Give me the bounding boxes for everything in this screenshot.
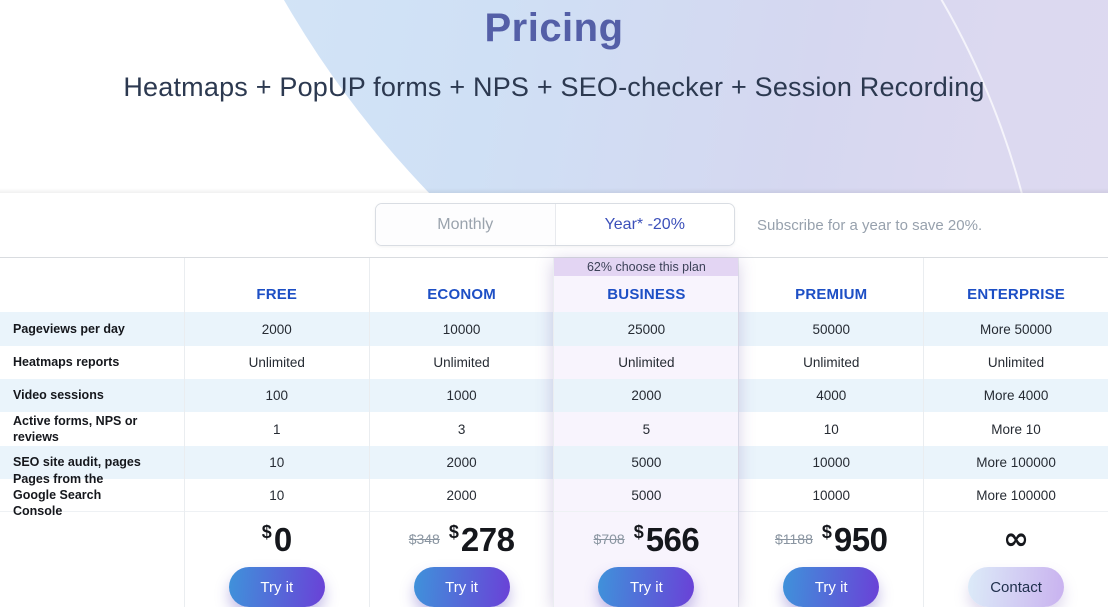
- toggle-option-yearly[interactable]: Year* -20%: [555, 204, 734, 245]
- billing-toggle: Monthly Year* -20%: [375, 203, 735, 246]
- plan-value-cell: Unlimited: [433, 355, 490, 370]
- plan-value-cell: More 4000: [924, 379, 1108, 412]
- cta-cell: Try it: [370, 566, 554, 607]
- plan-value-cell: 2000: [184, 312, 369, 346]
- plan-header: ECONOM: [370, 258, 554, 312]
- try-it-button[interactable]: Try it: [598, 567, 695, 607]
- plan-name: ECONOM: [427, 285, 496, 303]
- plan-value-cell: 3: [457, 421, 466, 437]
- plan-value-cell: More 100000: [924, 446, 1108, 479]
- plan-name: BUSINESS: [607, 285, 686, 303]
- plan-value-cell: 2000: [554, 379, 739, 412]
- plan-value-cell: More 50000: [924, 312, 1108, 346]
- old-price: $1188: [774, 531, 813, 547]
- price-amount: 0: [273, 520, 292, 558]
- cta-row-spacer: [0, 566, 184, 607]
- plan-name: ENTERPRISE: [967, 285, 1065, 303]
- feature-label: Video sessions: [0, 379, 184, 412]
- old-price: $708: [593, 531, 625, 547]
- plan-header: ENTERPRISE: [924, 258, 1108, 312]
- plan-value-cell: Unlimited: [987, 355, 1045, 370]
- feature-label: Pages from the Google Search Console: [0, 472, 184, 518]
- plan-value-cell: 5000: [554, 446, 739, 479]
- toggle-option-monthly[interactable]: Monthly: [376, 204, 556, 245]
- plan-value-cell: Unlimited: [618, 355, 675, 370]
- page-title: Pricing: [484, 6, 624, 50]
- plan-value-cell: 2000: [369, 446, 554, 479]
- price-cell: $1188 $ 950: [739, 512, 923, 566]
- price-cell: ∞: [924, 512, 1108, 566]
- price-amount: 566: [645, 520, 700, 558]
- price-row-spacer: [0, 512, 184, 566]
- page-subtitle: Heatmaps + PopUP forms + NPS + SEO-check…: [123, 72, 985, 102]
- plan-value-cell: 10: [184, 479, 369, 512]
- plan-name: FREE: [256, 285, 298, 303]
- plan-value-cell: 5: [642, 421, 651, 437]
- plan-value-cell: More 100000: [924, 479, 1108, 512]
- plan-value-cell: 5000: [554, 479, 739, 512]
- currency-sign: $: [261, 521, 272, 542]
- plan-header: FREE: [185, 258, 369, 312]
- price-amount: 950: [833, 520, 888, 558]
- plan-column-econom: ECONOM 10000 Unlimited 1000 3 2000 2000 …: [368, 258, 554, 607]
- features-header-spacer: [0, 258, 184, 312]
- pricing-table: Pageviews per day Heatmaps reports Video…: [0, 257, 1108, 607]
- contact-button[interactable]: Contact: [968, 567, 1065, 607]
- plan-value-cell: 1000: [369, 379, 554, 412]
- currency-sign: $: [821, 521, 832, 542]
- plan-value-cell: 25000: [554, 312, 739, 346]
- price-amount: 278: [460, 520, 515, 558]
- feature-label: Heatmaps reports: [13, 355, 120, 370]
- plan-column-enterprise: ENTERPRISE More 50000 Unlimited More 400…: [923, 258, 1108, 607]
- plan-value-cell: Unlimited: [248, 355, 305, 370]
- currency-sign: $: [633, 521, 644, 542]
- cta-cell: Contact: [924, 566, 1108, 607]
- plan-value-cell: More 10: [991, 421, 1041, 437]
- hero-section: Pricing Heatmaps + PopUP forms + NPS + S…: [0, 0, 1108, 193]
- features-column: Pageviews per day Heatmaps reports Video…: [0, 258, 184, 607]
- plan-value-cell: 10000: [739, 446, 924, 479]
- try-it-button[interactable]: Try it: [228, 567, 325, 607]
- plan-value-cell: 4000: [739, 379, 924, 412]
- plan-column-free: FREE 2000 Unlimited 100 1 10 10 $ 0 Try …: [183, 258, 369, 607]
- plan-value-cell: 50000: [739, 312, 924, 346]
- old-price: $348: [408, 531, 440, 547]
- plan-value-cell: 10000: [739, 479, 924, 512]
- toggle-caption: Subscribe for a year to save 20%.: [757, 216, 983, 234]
- plan-column-business: 62% choose this plan BUSINESS 25000 Unli…: [553, 258, 739, 607]
- price-cell: $348 $ 278: [370, 512, 554, 566]
- feature-label: SEO site audit, pages: [0, 446, 184, 479]
- cta-cell: Try it: [554, 566, 738, 607]
- cta-cell: Try it: [185, 566, 369, 607]
- plan-value-cell: 1: [272, 421, 281, 437]
- plan-name: PREMIUM: [795, 285, 868, 303]
- plan-header: 62% choose this plan BUSINESS: [554, 258, 739, 312]
- feature-label: Active forms, NPS or reviews: [13, 413, 138, 444]
- price-cell: $ 0: [185, 512, 369, 566]
- plan-column-premium: PREMIUM 50000 Unlimited 4000 10 10000 10…: [738, 258, 924, 607]
- plan-value-cell: 10: [823, 421, 839, 437]
- feature-label: Pageviews per day: [0, 312, 184, 346]
- plan-value-cell: Unlimited: [803, 355, 860, 370]
- plan-value-cell: 2000: [369, 479, 554, 512]
- plan-value-cell: 100: [184, 379, 369, 412]
- popular-badge: 62% choose this plan: [554, 258, 739, 276]
- plan-value-cell: 10: [184, 446, 369, 479]
- try-it-button[interactable]: Try it: [413, 567, 510, 607]
- infinity-icon: ∞: [1003, 520, 1029, 557]
- plan-value-cell: 10000: [369, 312, 554, 346]
- try-it-button[interactable]: Try it: [783, 567, 880, 607]
- cta-cell: Try it: [739, 566, 923, 607]
- plan-header: PREMIUM: [739, 258, 923, 312]
- currency-sign: $: [448, 521, 459, 542]
- price-cell: $708 $ 566: [554, 512, 738, 566]
- billing-toggle-bar: Monthly Year* -20% Subscribe for a year …: [0, 193, 1108, 257]
